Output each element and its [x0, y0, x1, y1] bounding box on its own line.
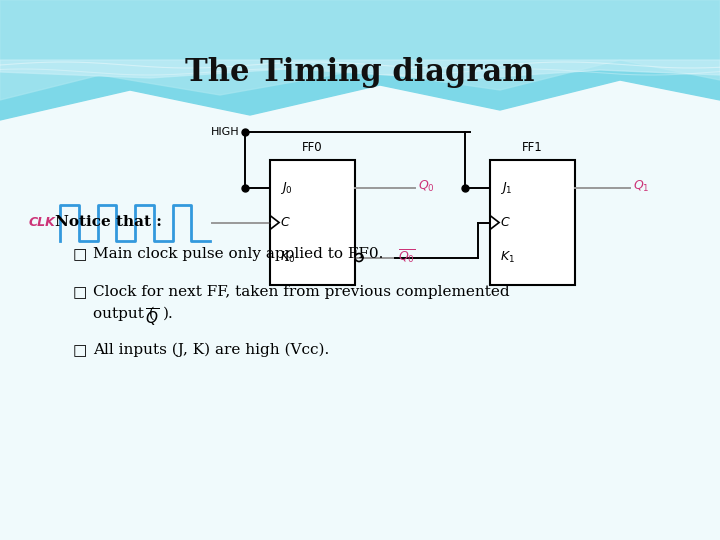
- Text: $K_1$: $K_1$: [500, 250, 515, 265]
- Text: $J_0$: $J_0$: [280, 179, 293, 195]
- Text: output (: output (: [93, 307, 155, 321]
- Text: ).: ).: [163, 307, 174, 321]
- Text: FF0: FF0: [302, 141, 323, 154]
- Text: Notice that :: Notice that :: [55, 215, 162, 229]
- Text: All inputs (J, K) are high (Vcc).: All inputs (J, K) are high (Vcc).: [93, 343, 329, 357]
- Polygon shape: [0, 60, 720, 80]
- Text: $C$: $C$: [280, 216, 291, 229]
- Text: $Q_0$: $Q_0$: [418, 179, 435, 194]
- Text: HIGH: HIGH: [212, 127, 240, 137]
- Text: $J_1$: $J_1$: [500, 179, 513, 195]
- Bar: [270, 160, 355, 285]
- Text: $C$: $C$: [500, 216, 510, 229]
- Bar: [490, 160, 575, 285]
- Text: $\overline{Q_0}$: $\overline{Q_0}$: [398, 248, 415, 265]
- Text: Main clock pulse only applied to FF0.: Main clock pulse only applied to FF0.: [93, 247, 383, 261]
- Text: $Q_1$: $Q_1$: [633, 179, 649, 194]
- Text: $K_0$: $K_0$: [280, 250, 295, 265]
- Text: □: □: [73, 343, 87, 358]
- Text: □: □: [73, 285, 87, 300]
- Text: □: □: [73, 247, 87, 262]
- Polygon shape: [0, 0, 720, 100]
- Text: Clock for next FF, taken from previous complemented: Clock for next FF, taken from previous c…: [93, 285, 510, 299]
- Text: $\overline{Q}$: $\overline{Q}$: [145, 307, 159, 329]
- Text: FF1: FF1: [522, 141, 543, 154]
- Text: CLK: CLK: [28, 216, 55, 229]
- Text: The Timing diagram: The Timing diagram: [185, 57, 535, 87]
- Polygon shape: [0, 0, 720, 120]
